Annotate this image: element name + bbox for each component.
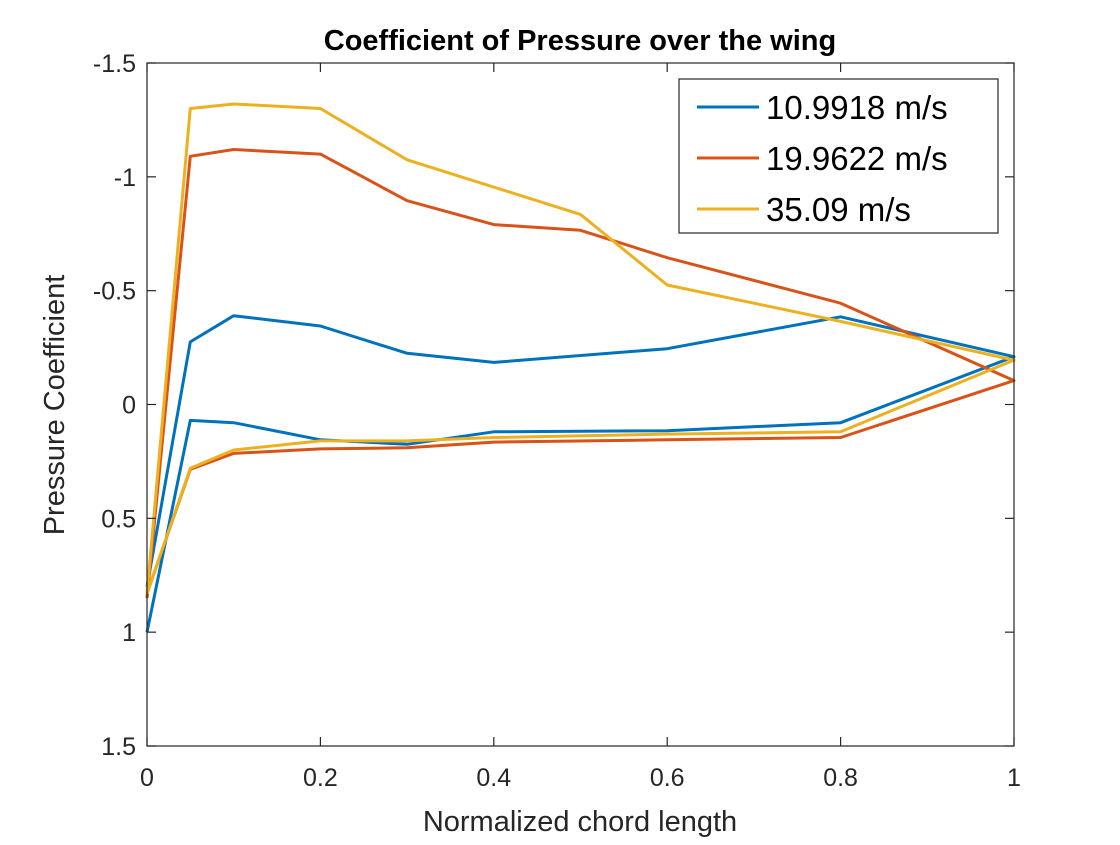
legend-label-2: 19.9622 m/s	[766, 140, 948, 177]
legend-label-1: 10.9918 m/s	[766, 89, 948, 126]
x-tick-label: 1	[1007, 764, 1021, 792]
legend: 10.9918 m/s 19.9622 m/s 35.09 m/s	[678, 78, 999, 234]
chart-title: Coefficient of Pressure over the wing	[324, 25, 836, 57]
y-tick-label: -1	[114, 164, 136, 192]
y-tick-label: 0.5	[101, 505, 136, 533]
x-tick-label: 0	[140, 764, 154, 792]
legend-box	[678, 78, 999, 234]
x-tick-label: 0.2	[303, 764, 338, 792]
y-tick-label: 1.5	[101, 733, 136, 761]
legend-label-3: 35.09 m/s	[766, 191, 911, 228]
y-tick-label: -1.5	[93, 50, 136, 78]
y-tick-label: -0.5	[93, 278, 136, 306]
y-tick-label: 1	[122, 619, 136, 647]
x-tick-label: 0.4	[476, 764, 511, 792]
x-tick-label: 0.8	[823, 764, 858, 792]
y-axis-label: Pressure Coefficient	[39, 275, 71, 536]
x-axis-label: Normalized chord length	[423, 806, 737, 838]
y-tick-label: 0	[122, 392, 136, 420]
x-tick-label: 0.6	[650, 764, 685, 792]
axis-ticks: 0 0.2 0.4 0.6 0.8 1 -1.5 -1 -0.5 0 0.5 1 1.5	[93, 50, 1021, 792]
